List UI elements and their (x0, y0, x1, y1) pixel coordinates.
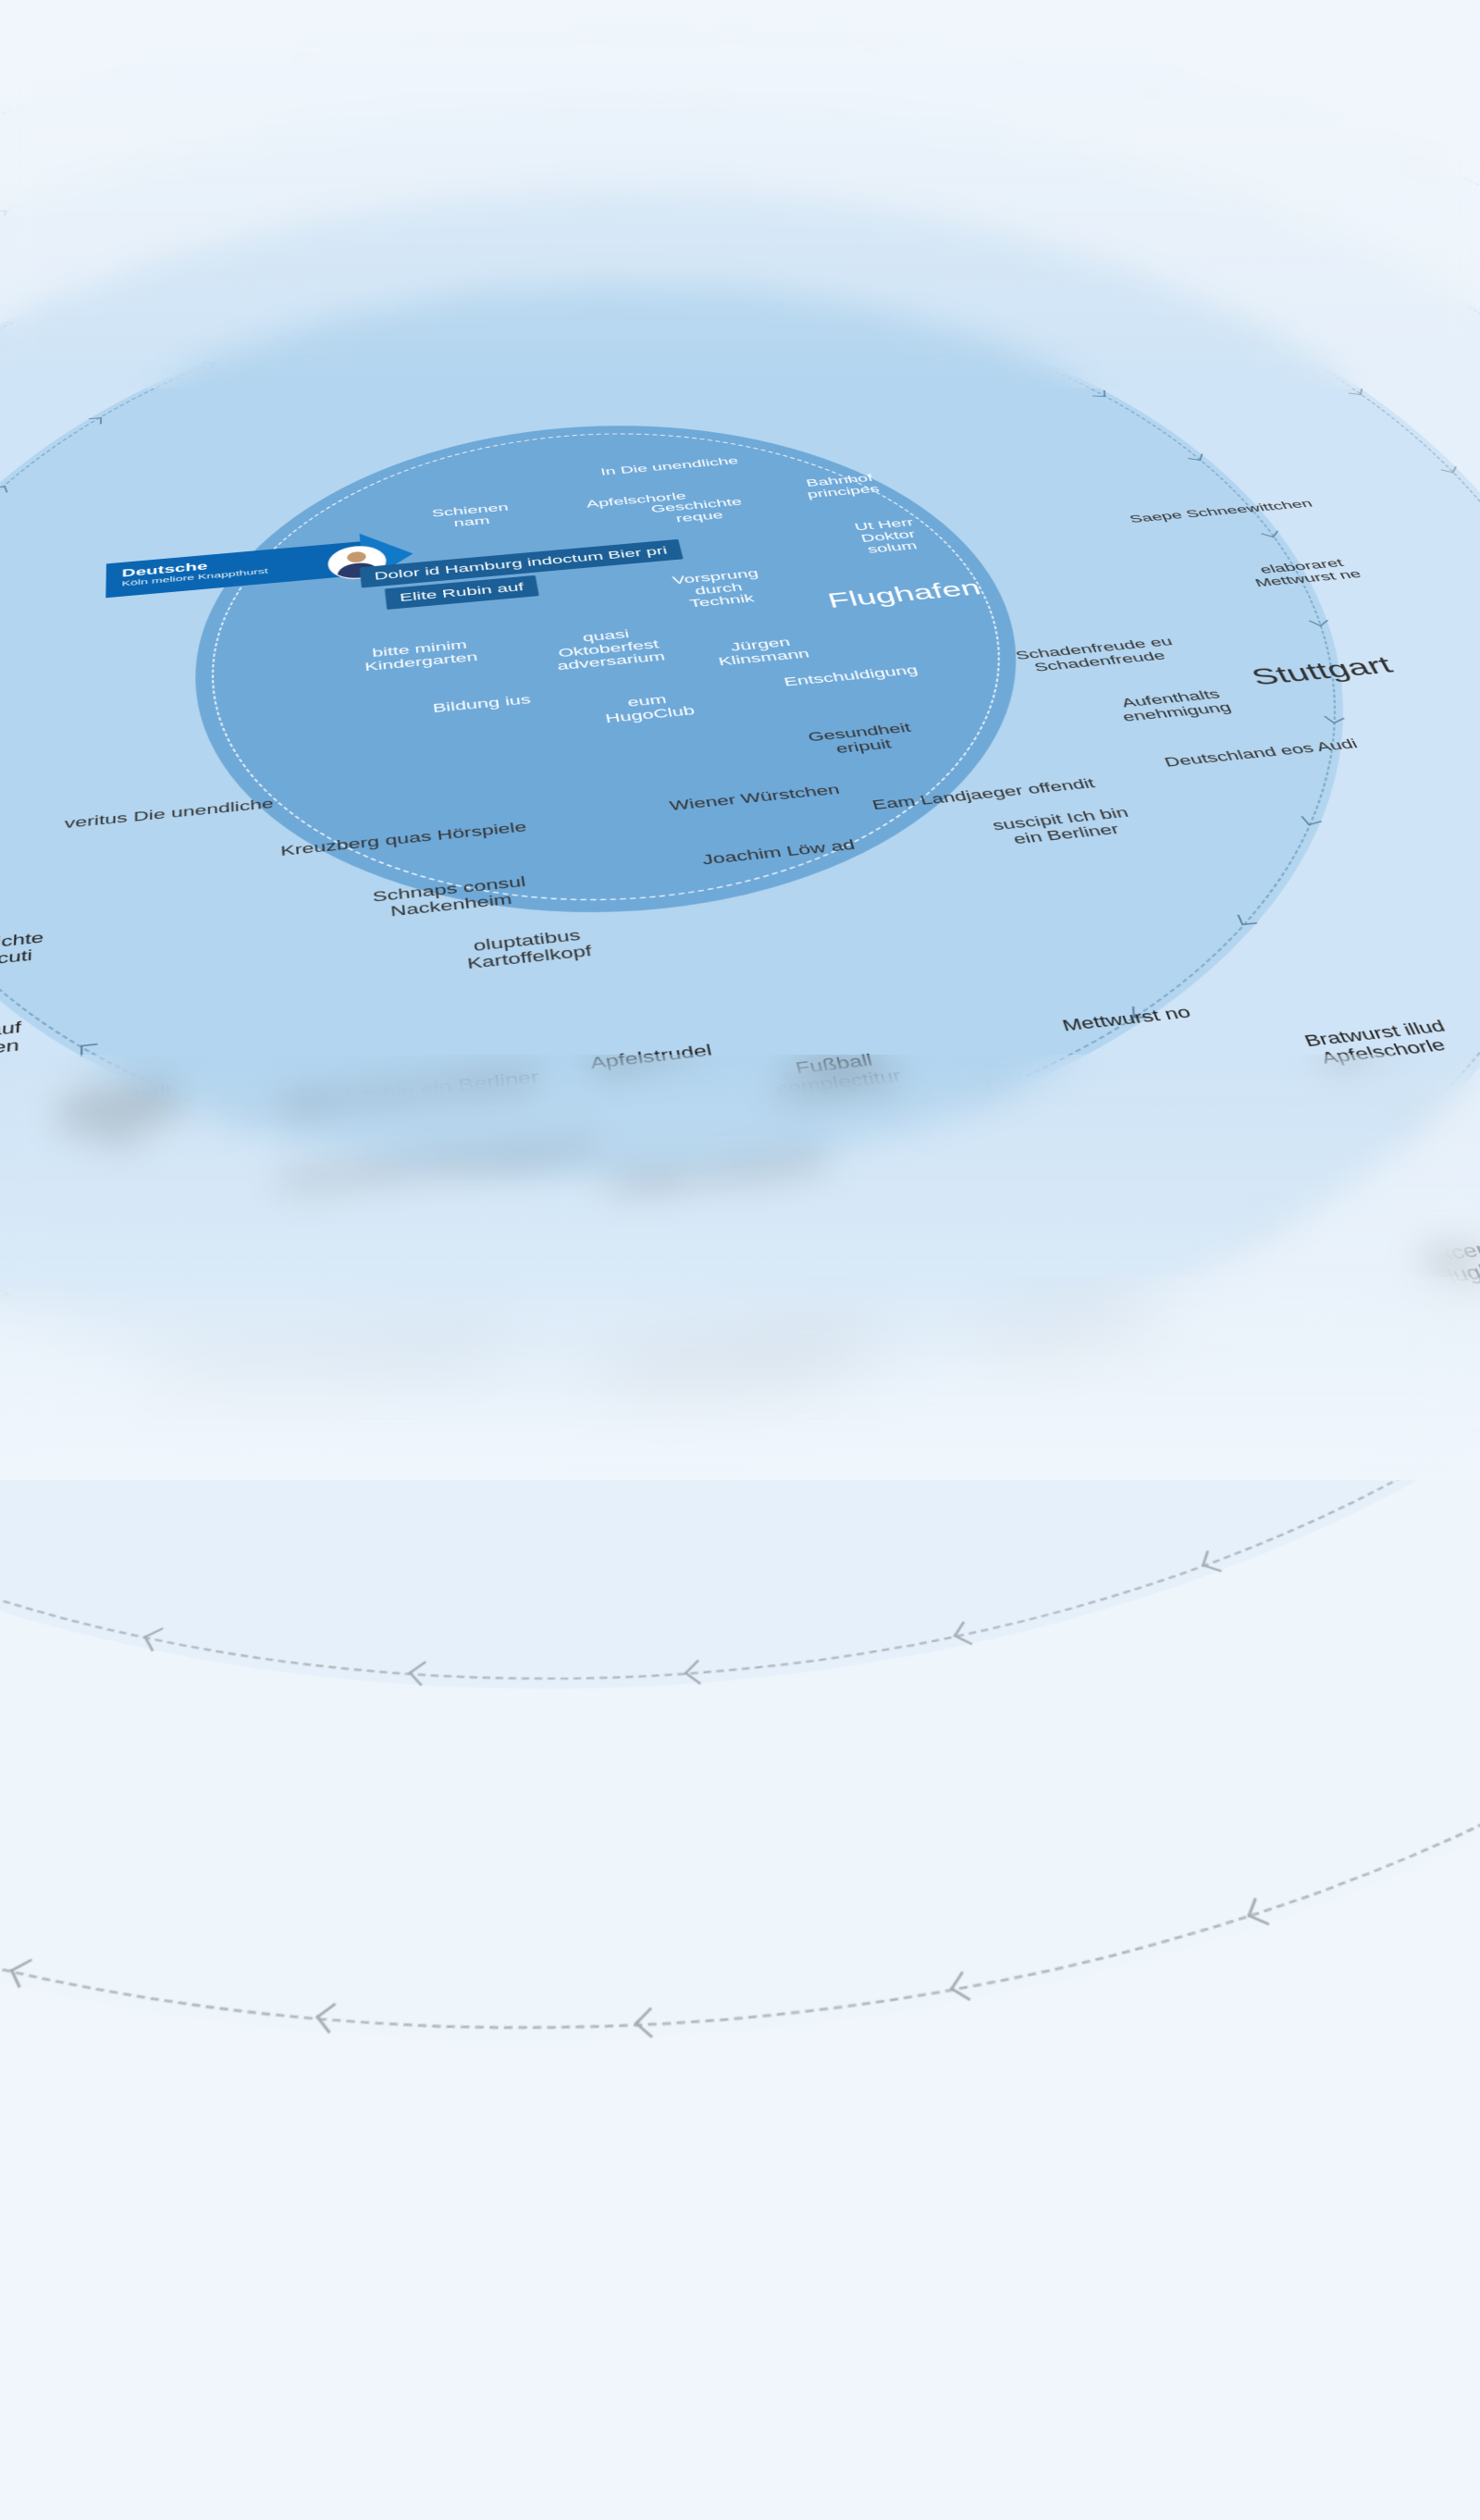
ring-caret-icon (1241, 324, 1254, 330)
ring1-label: Ut Herr Doktor solum (853, 516, 924, 556)
ring-caret-icon (34, 307, 48, 314)
ring-caret-icon (1405, 1112, 1425, 1125)
ring-caret-icon (200, 362, 215, 368)
ring-caret-icon (1244, 205, 1258, 211)
ring-caret-icon (1413, 159, 1426, 165)
ring-caret-icon (1416, 1452, 1437, 1471)
ring1-label: Vorsprung durch Technik (672, 567, 767, 611)
ring-caret-icon (89, 417, 102, 425)
ring-caret-icon (1264, 1215, 1282, 1230)
ring-caret-icon (1092, 389, 1105, 397)
ring-caret-icon (80, 1044, 97, 1057)
ring-caret-icon (1121, 272, 1135, 278)
ring-caret-icon (984, 1081, 1005, 1096)
diagram-stage: DeutscheKöln meliore KnappthurstDolor id… (0, 0, 1480, 2520)
ring-caret-icon (1371, 256, 1384, 263)
